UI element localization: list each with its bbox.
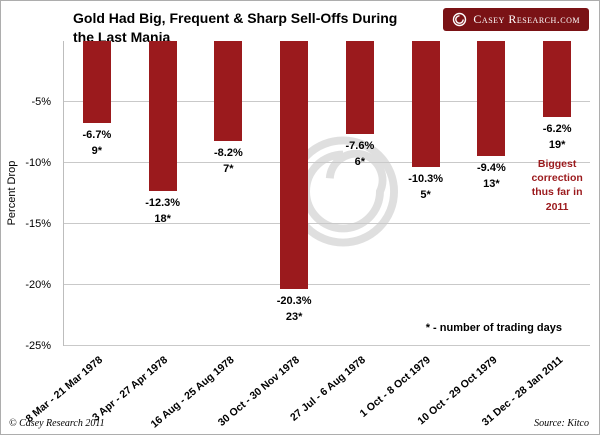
bar-column: -9.4% 13* 10 Oct - 29 Oct 1979 [415,41,525,427]
gridline [64,345,590,346]
trading-days-label: 23* [285,311,303,323]
copyright-text: © Casey Research 2011 [9,418,105,429]
bar-7 [477,41,506,156]
trading-days-label: 6* [354,156,366,168]
trading-days-label: 9* [91,145,103,157]
gridlines [64,41,590,346]
bar-3 [214,41,243,141]
value-label: -6.7% [82,129,112,141]
source-text: Source: Kitco [534,418,589,429]
bar-columns: -6.7% 9* 8 Mar - 21 Mar 1978 -12.3% 18* 3 Apr… [23,41,590,431]
trading-days-label: 13* [483,178,500,190]
y-tick-label: -10% [25,157,51,169]
y-tick-label: -15% [25,218,51,230]
gridline [64,284,590,285]
plot-area: -6.7% 9* 8 Mar - 21 Mar 1978 -12.3% 18* 3 Apr… [23,41,590,431]
bar-column: -8.2% 7* 16 Aug - 25 Aug 1978 [148,41,262,431]
gridline [64,162,590,163]
gridline [64,223,590,224]
trading-days-label: 5* [420,189,431,201]
value-label: -6.2% [542,123,572,135]
trading-days-footnote: * - number of trading days [425,322,562,334]
casey-swirl-icon [452,12,467,27]
bar-column: -20.3% 23* 30 Oct - 30 Nov 1978 [216,41,327,429]
value-label: -7.6% [345,140,375,152]
bar-5 [345,41,374,134]
value-label: -8.2% [214,147,243,159]
bar-column: -6.7% 9* 8 Mar - 21 Mar 1978 [23,41,130,425]
chart-title: Gold Had Big, Frequent & Sharp Sell-Offs… [73,9,397,47]
bar-4 [280,41,309,289]
bar-column: -7.6% 6* 27 Jul - 6 Aug 1978 [288,41,393,424]
bar-8 [543,41,572,117]
trading-days-label: 19* [548,139,566,151]
y-tick-label: -25% [25,340,51,352]
y-tick-label: -5% [31,96,51,108]
bar-column: -10.3% 5* 1 Oct - 8 Oct 1979 [358,41,459,420]
bar-1 [82,41,111,123]
value-label: -9.4% [477,162,506,174]
bar-column: -6.2% 19* Biggest correction thus far in 2… [479,41,590,428]
bar-6 [411,41,440,167]
value-label: -10.3% [408,173,444,185]
bar-2 [148,41,177,191]
y-axis-ticks: -5% -10% -15% -20% -25% [1,41,57,352]
last-bar-annotation: Biggest correction thus far in 2011 [531,158,583,213]
casey-research-logo: Casey Research.com [443,8,589,31]
value-label: -12.3% [145,197,181,209]
chart-title-line1: Gold Had Big, Frequent & Sharp Sell-Offs… [73,10,398,26]
bar-column: -12.3% 18* 3 Apr - 27 Apr 1978 [90,41,196,424]
gridline [64,101,590,102]
logo-text: Casey Research.com [473,12,580,26]
x-axis-label: 1 Oct - 8 Oct 1979 [358,354,434,420]
trading-days-label: 18* [154,213,171,225]
trading-days-label: 7* [223,163,234,175]
y-tick-label: -20% [25,279,51,291]
value-label: -20.3% [276,295,312,307]
